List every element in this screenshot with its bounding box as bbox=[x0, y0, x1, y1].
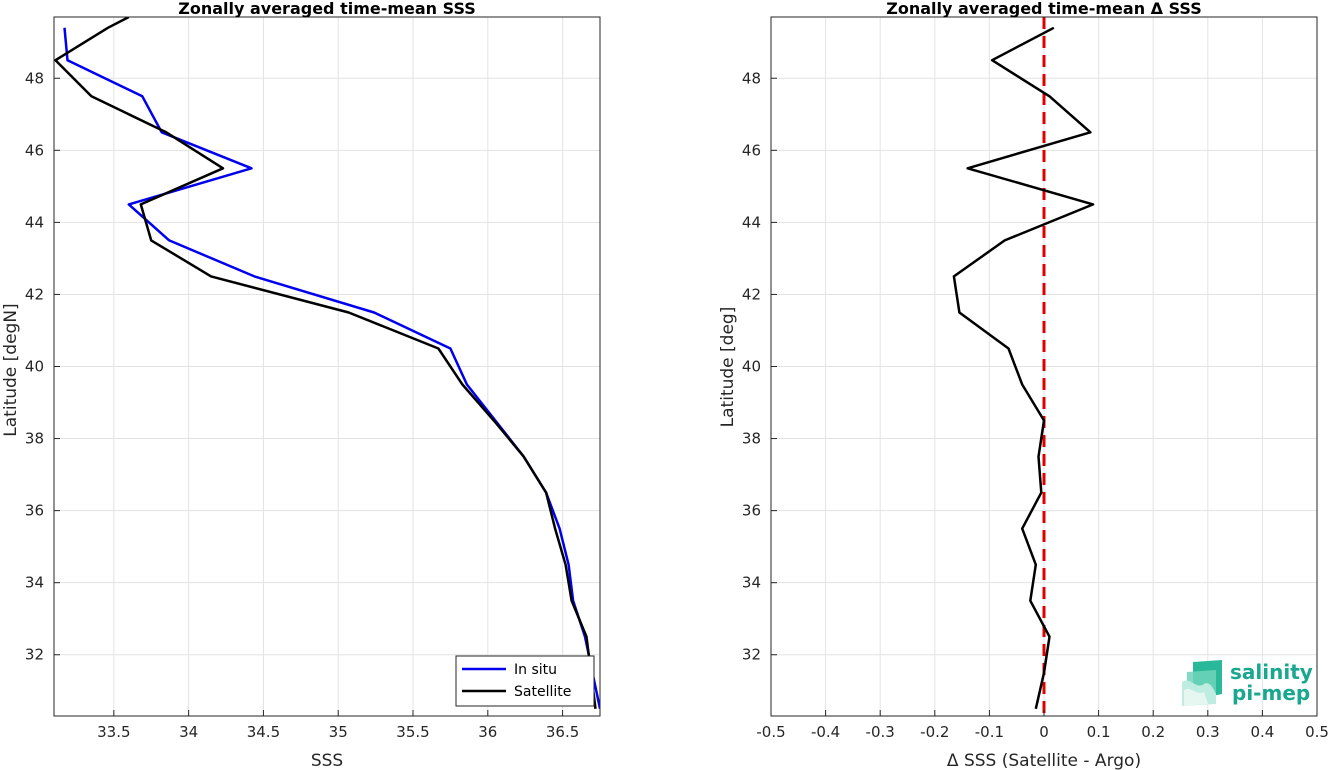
sss-x-tick-label: 34.5 bbox=[247, 723, 280, 741]
series-line-satellite bbox=[54, 17, 597, 709]
delta-series-group bbox=[952, 17, 1095, 716]
logo-text-pi-mep: pi-mep bbox=[1232, 681, 1310, 705]
delta-x-tick-label: 0 bbox=[1039, 723, 1049, 741]
delta-y-tick-label: 46 bbox=[742, 141, 761, 159]
sss-legend: In situ Satellite bbox=[455, 655, 595, 707]
legend-box bbox=[455, 655, 595, 707]
salinity-pi-mep-logo: salinity pi-mep bbox=[1182, 660, 1313, 706]
delta-x-tick-label: 0.4 bbox=[1250, 723, 1274, 741]
logo-text-salinity: salinity bbox=[1230, 660, 1313, 684]
sss-x-tick-label: 36.5 bbox=[546, 723, 579, 741]
delta-y-tick-label: 48 bbox=[742, 69, 761, 87]
sss-y-tick-label: 40 bbox=[25, 358, 44, 376]
delta-x-tick-label: -0.5 bbox=[756, 723, 785, 741]
sss-y-tick-label: 36 bbox=[25, 502, 44, 520]
sss-x-axis-label: SSS bbox=[311, 751, 343, 770]
sss-y-tick-label: 46 bbox=[25, 141, 44, 159]
sss-x-tick-label: 36 bbox=[478, 723, 497, 741]
sss-y-tick-label: 42 bbox=[25, 285, 44, 303]
delta-y-tick-label: 42 bbox=[742, 285, 761, 303]
delta-x-ticks: -0.5 -0.4 -0.3 -0.2 -0.1 0 0.1 0.2 0.3 0.4 0.5 bbox=[756, 710, 1329, 741]
delta-y-tick-label: 36 bbox=[742, 502, 761, 520]
sss-x-tick-label: 35 bbox=[329, 723, 348, 741]
sss-x-tick-label: 33.5 bbox=[97, 723, 130, 741]
delta-y-tick-label: 44 bbox=[742, 213, 761, 231]
delta-x-tick-label: -0.2 bbox=[920, 723, 949, 741]
sss-series-group bbox=[54, 17, 600, 710]
legend-in-situ-label: In situ bbox=[514, 662, 557, 678]
delta-x-tick-label: 0.1 bbox=[1087, 723, 1111, 741]
delta-x-tick-label: -0.1 bbox=[975, 723, 1004, 741]
sss-x-tick-label: 34 bbox=[179, 723, 198, 741]
delta-y-tick-label: 34 bbox=[742, 574, 761, 592]
sss-x-tick-label: 35.5 bbox=[396, 723, 429, 741]
sss-y-axis-label: Latitude [degN] bbox=[1, 303, 21, 436]
delta-x-tick-label: 0.3 bbox=[1196, 723, 1220, 741]
delta-x-tick-label: 0.5 bbox=[1305, 723, 1329, 741]
sss-y-tick-label: 34 bbox=[25, 574, 44, 592]
sss-x-ticks: 33.5 34 34.5 35 35.5 36 36.5 bbox=[97, 710, 579, 741]
delta-chart-title: Zonally averaged time-mean Δ SSS bbox=[886, 0, 1202, 18]
sss-gridlines bbox=[54, 17, 600, 716]
sss-chart-title: Zonally averaged time-mean SSS bbox=[178, 0, 476, 18]
delta-y-ticks: 32 34 36 38 40 42 44 46 48 bbox=[742, 69, 777, 664]
sss-y-tick-label: 48 bbox=[25, 69, 44, 87]
delta-y-tick-label: 38 bbox=[742, 430, 761, 448]
delta-x-tick-label: -0.4 bbox=[811, 723, 840, 741]
series-line-in-situ bbox=[63, 27, 600, 710]
delta-y-tick-label: 32 bbox=[742, 646, 761, 664]
delta-y-tick-label: 40 bbox=[742, 358, 761, 376]
delta-x-tick-label: -0.3 bbox=[866, 723, 895, 741]
sss-y-tick-label: 44 bbox=[25, 213, 44, 231]
delta-x-tick-label: 0.2 bbox=[1141, 723, 1165, 741]
delta-sss-panel: -0.5 -0.4 -0.3 -0.2 -0.1 0 0.1 0.2 0.3 0.4 0.5 323… bbox=[718, 0, 1329, 770]
series-line-delta-sss bbox=[952, 26, 1095, 710]
logo-wave-icon bbox=[1182, 660, 1222, 706]
delta-x-axis-label: Δ SSS (Satellite - Argo) bbox=[947, 751, 1141, 770]
sss-y-ticks: 32 34 36 38 40 42 44 46 48 bbox=[25, 69, 60, 664]
delta-y-axis-label: Latitude [deg] bbox=[718, 307, 738, 428]
sss-y-tick-label: 32 bbox=[25, 646, 44, 664]
sss-y-tick-label: 38 bbox=[25, 430, 44, 448]
sss-panel: 33.5 34 34.5 35 35.5 36 36.5 32 34 36 38 40 42 44 46 4… bbox=[1, 0, 601, 770]
legend-satellite-label: Satellite bbox=[514, 684, 571, 700]
